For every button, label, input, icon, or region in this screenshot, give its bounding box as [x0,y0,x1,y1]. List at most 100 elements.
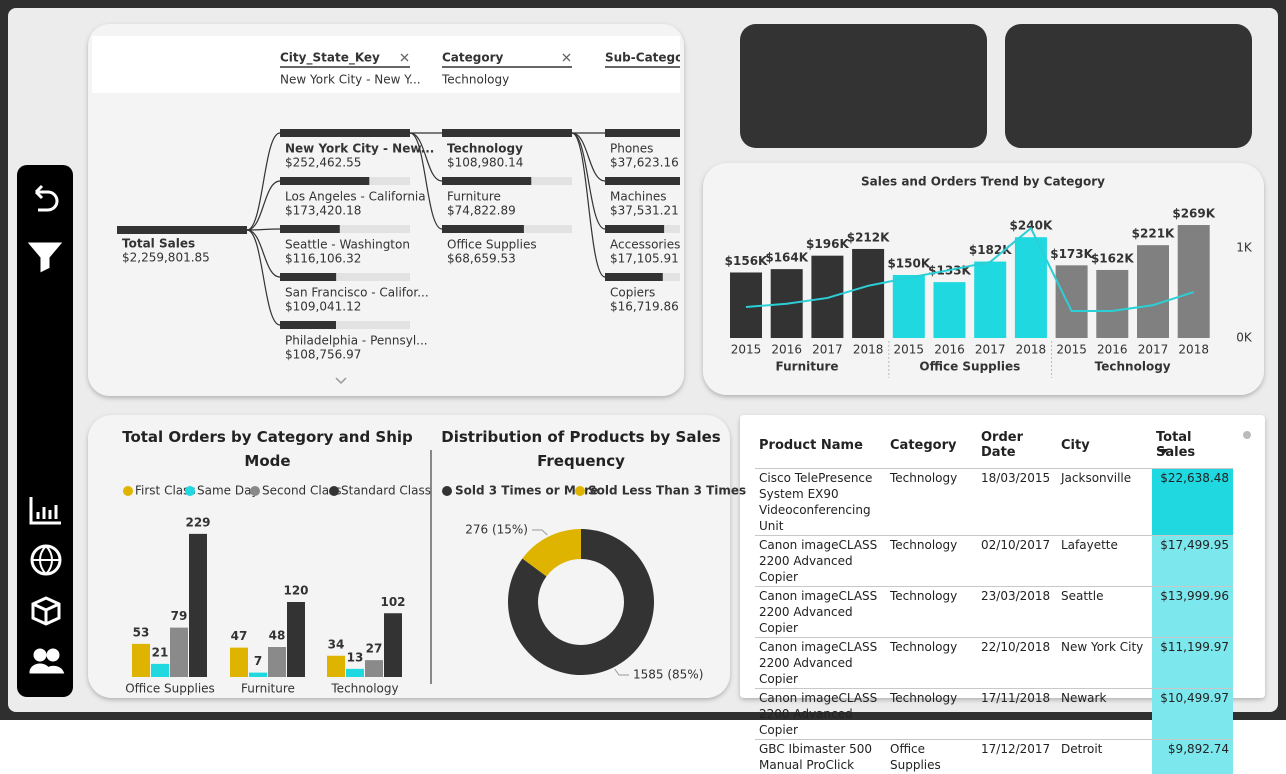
value-label: $196K [806,237,849,251]
node-label[interactable]: Los Angeles - California [285,190,426,204]
legend-marker [329,486,339,496]
x-tick-label: 2017 [812,343,843,357]
table-cell: Cisco TelePresence System EX90 Videoconf… [755,469,886,536]
node-label[interactable]: Furniture [447,190,501,204]
legend-label[interactable]: Same Day [197,484,259,498]
x-tick-label: 2016 [771,343,802,357]
x-tick-label: 2018 [853,343,884,357]
tree-bar [117,226,247,234]
kpi-value: 1861 [1111,67,1144,81]
kpi-label: Total Product [1083,110,1173,124]
node-value: $252,462.55 [285,156,361,170]
node-label[interactable]: Philadelphia - Pennsyl... [285,334,428,348]
table-cell: $11,199.97 [1152,638,1233,689]
node-value: $68,659.53 [447,252,516,266]
table-cell: Canon imageCLASS 2200 Advanced Copier [755,689,886,740]
node-label[interactable]: Copiers [610,286,655,300]
tree-bar [442,225,524,233]
column-header[interactable]: Category [886,428,977,469]
table-cell: 23/03/2018 [977,587,1057,638]
x-tick-label: 2018 [1016,343,1047,357]
table-cell: GBC Ibimaster 500 Manual ProClick [755,740,886,774]
node-label[interactable]: Machines [610,190,666,204]
chart-title: Distribution of Products by Sales Freque… [440,425,722,473]
node-label[interactable]: Phones [610,142,653,156]
bar [287,602,305,677]
node-value: $108,980.14 [447,156,523,170]
bar [384,613,402,677]
node-label[interactable]: Seattle - Washington [285,238,410,252]
node-label[interactable]: Office Supplies [447,238,537,252]
x-tick-label: Furniture [241,682,295,696]
value-label: 79 [171,609,188,623]
table-cell: Newark [1057,689,1152,740]
node-label[interactable]: Technology [447,142,523,156]
bar [230,648,248,677]
kpi-card [740,24,987,148]
column-header[interactable]: Product Name [755,428,886,469]
table-cell: 17/12/2017 [977,740,1057,774]
chart-title: Total Orders by Category and Ship Mode [100,425,435,473]
value-label: $221K [1132,227,1175,241]
table-cell: Technology [886,689,977,740]
value-label: $173K [1050,247,1093,261]
legend-label[interactable]: Standard Class [341,484,431,498]
value-label: 229 [185,515,210,529]
node-value: $16,719.86 [610,300,679,314]
table-row: Cisco TelePresence System EX90 Videoconf… [755,469,1233,536]
node-value: $109,041.12 [285,300,361,314]
node-value: $37,531.21 [610,204,679,218]
table-cell: Detroit [1057,740,1152,774]
table-cell: $22,638.48 [1152,469,1233,536]
node-label[interactable]: San Francisco - Califor... [285,286,429,300]
value-label: 34 [328,637,345,651]
x-tick-label: 2015 [731,343,762,357]
column-title: Category [442,51,504,65]
chart-title: Sales and Orders Trend by Category [861,175,1105,189]
bar [811,256,843,338]
table-cell: Technology [886,536,977,587]
bar [1056,265,1088,338]
tree-bar [280,321,336,329]
x-tick-label: 2016 [1097,343,1128,357]
users-icon[interactable] [35,650,45,660]
value-label: $150K [887,257,930,271]
table-cell: Office Supplies [886,740,977,774]
table-cell: Jacksonville [1057,469,1152,536]
table-cell: 02/10/2017 [977,536,1057,587]
x-tick-label: 2017 [1138,343,1169,357]
column-header[interactable]: Order Date [977,428,1057,469]
x-tick-label: 2015 [1056,343,1087,357]
bar [1178,225,1210,338]
scrollbar[interactable] [1243,431,1251,439]
x-tick-label: Office Supplies [125,682,215,696]
value-label: 53 [133,625,150,639]
node-label: Total Sales [122,237,195,251]
node-label[interactable]: New York City - New... [285,142,434,156]
column-header[interactable]: Total Sales [1152,428,1233,469]
table-cell: Technology [886,469,977,536]
value-label: 7 [254,654,262,668]
bar [132,644,150,677]
kpi-card [1005,24,1252,148]
value-label: 13 [347,650,364,664]
table-cell: Canon imageCLASS 2200 Advanced Copier [755,536,886,587]
column-title: City_State_Key [280,51,380,66]
value-label: $164K [765,251,808,265]
value-label: $212K [847,230,890,244]
node-value: $2,259,801.85 [122,251,210,265]
node-label[interactable]: Accessories [610,238,680,252]
bar [170,628,188,677]
value-label: 120 [283,584,308,598]
bar [852,249,884,338]
column-header[interactable]: City [1057,428,1152,469]
legend-label[interactable]: Sold Less Than 3 Times [588,484,746,498]
table-cell: $17,499.95 [1152,536,1233,587]
x-tick-label: 2017 [975,343,1006,357]
bar [249,673,267,677]
table-cell: $10,499.97 [1152,689,1233,740]
